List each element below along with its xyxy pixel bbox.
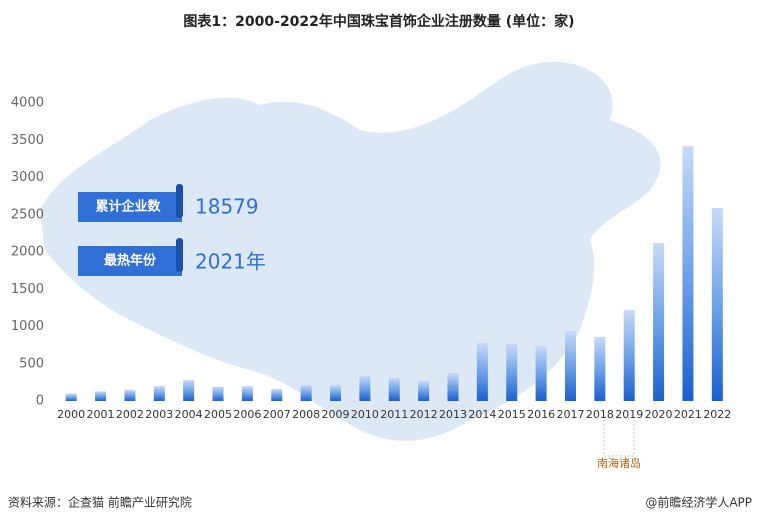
bar — [564, 330, 576, 401]
y-tick-label: 0 — [36, 394, 44, 409]
bar — [330, 384, 342, 401]
x-tick-label: 2000 — [57, 408, 85, 421]
bar — [711, 208, 723, 401]
y-tick-label: 2000 — [11, 245, 44, 260]
source: 资料来源：企查猫 前瞻产业研究院 — [8, 495, 192, 510]
annotation-value: 18579 — [195, 195, 259, 219]
annotation-label: 累计企业数 — [95, 199, 161, 215]
bar — [241, 386, 253, 401]
bar — [124, 389, 136, 401]
bar — [653, 243, 665, 401]
x-tick-label: 2009 — [322, 408, 350, 421]
bar — [623, 310, 635, 401]
annotation-label: 最热年份 — [104, 253, 157, 269]
x-tick-label: 2016 — [527, 408, 555, 421]
bar — [418, 380, 430, 401]
bar — [153, 386, 165, 401]
x-tick-label: 2017 — [556, 408, 584, 421]
x-tick-label: 2014 — [468, 408, 496, 421]
bar — [300, 384, 312, 401]
y-tick-label: 2500 — [11, 207, 44, 222]
x-tick-label: 2010 — [351, 408, 379, 421]
annotation-ribbon — [78, 184, 183, 276]
x-tick-label: 2001 — [87, 408, 115, 421]
map-background — [40, 61, 661, 441]
chart-title: 图表1：2000-2022年中国珠宝首饰企业注册数量 (单位：家) — [183, 13, 574, 30]
x-tick-label: 2022 — [703, 408, 731, 421]
credit: @前瞻经济学人APP — [645, 495, 752, 510]
bar — [388, 377, 400, 401]
y-tick-label: 1000 — [11, 319, 44, 334]
bar — [594, 336, 606, 401]
bar — [359, 376, 371, 401]
annotation-value: 2021年 — [195, 250, 266, 274]
x-tick-label: 2021 — [674, 408, 702, 421]
y-tick-label: 1500 — [11, 282, 44, 297]
bar — [65, 393, 77, 401]
x-tick-label: 2013 — [439, 408, 467, 421]
x-tick-label: 2002 — [116, 408, 144, 421]
x-tick-label: 2019 — [615, 408, 643, 421]
x-tick-label: 2007 — [263, 408, 291, 421]
bar — [447, 373, 459, 401]
x-tick-label: 2012 — [410, 408, 438, 421]
bar — [95, 391, 107, 401]
x-tick-label: 2011 — [380, 408, 408, 421]
y-tick-label: 4000 — [11, 96, 44, 111]
y-tick-label: 3500 — [11, 133, 44, 148]
x-tick-label: 2015 — [498, 408, 526, 421]
map-label: 南海诸岛 — [597, 456, 641, 470]
bar — [212, 386, 224, 401]
bar — [271, 389, 283, 401]
x-tick-label: 2008 — [292, 408, 320, 421]
x-tick-label: 2020 — [645, 408, 673, 421]
map-inset — [603, 417, 635, 457]
x-tick-label: 2003 — [145, 408, 173, 421]
x-tick-label: 2018 — [586, 408, 614, 421]
y-tick-label: 500 — [19, 356, 44, 371]
x-tick-label: 2005 — [204, 408, 232, 421]
y-tick-label: 3000 — [11, 170, 44, 185]
bar — [183, 380, 195, 401]
x-tick-label: 2006 — [233, 408, 261, 421]
bar — [476, 342, 488, 401]
bar — [535, 345, 547, 401]
bar — [506, 344, 518, 401]
bar — [682, 146, 694, 401]
x-tick-label: 2004 — [175, 408, 203, 421]
